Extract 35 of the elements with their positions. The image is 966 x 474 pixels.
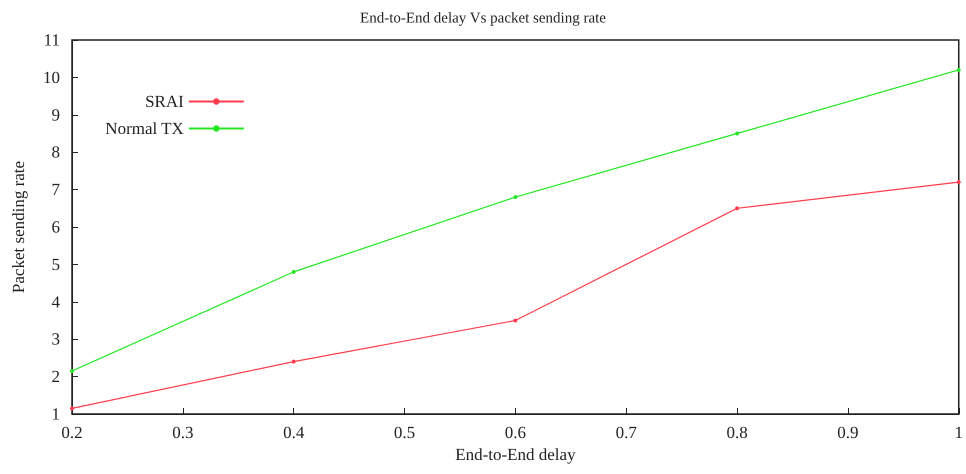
y-tick-label: 5 xyxy=(52,254,60,274)
point xyxy=(292,360,296,364)
x-tick-label: 1 xyxy=(954,423,963,442)
point xyxy=(70,368,74,373)
x-tick-label: 0.3 xyxy=(172,423,194,442)
point xyxy=(735,206,740,210)
y-tick-label: 4 xyxy=(52,292,60,312)
y-tick-label: 9 xyxy=(52,105,60,124)
point xyxy=(956,180,961,184)
point xyxy=(735,132,740,136)
point xyxy=(513,195,518,200)
y-tick-label: 6 xyxy=(52,218,60,236)
legend-label: Normal TX xyxy=(105,119,184,138)
x-tick-label: 0.2 xyxy=(61,423,83,442)
legend-label: SRAI xyxy=(145,92,184,111)
y-tick-label: 1 xyxy=(52,404,60,424)
y-tick-label: 8 xyxy=(52,142,60,162)
y-tick-label: 7 xyxy=(52,180,60,200)
x-tick-label: 0.9 xyxy=(837,423,859,442)
x-tick-label: 0.5 xyxy=(394,423,416,442)
x-tick-label: 0.8 xyxy=(726,423,748,442)
chart-title: End-to-End delay Vs packet sending rate xyxy=(360,10,606,26)
point xyxy=(956,68,961,72)
x-tick-label: 0.6 xyxy=(504,423,526,442)
x-axis-title: End-to-End delay xyxy=(455,445,576,464)
y-tick-label: 11 xyxy=(44,30,60,50)
x-tick-label: 0.7 xyxy=(616,423,638,442)
y-tick-label: 2 xyxy=(52,367,60,386)
y-tick-label: 10 xyxy=(43,68,60,87)
x-tick-label: 0.4 xyxy=(283,423,305,442)
point xyxy=(292,270,296,274)
y-tick-label: 3 xyxy=(52,330,60,349)
y-axis-title: Packet sending rate xyxy=(9,160,28,294)
point xyxy=(70,406,74,410)
point xyxy=(513,318,518,322)
